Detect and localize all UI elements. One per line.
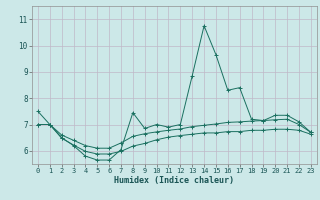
X-axis label: Humidex (Indice chaleur): Humidex (Indice chaleur) xyxy=(115,176,234,185)
